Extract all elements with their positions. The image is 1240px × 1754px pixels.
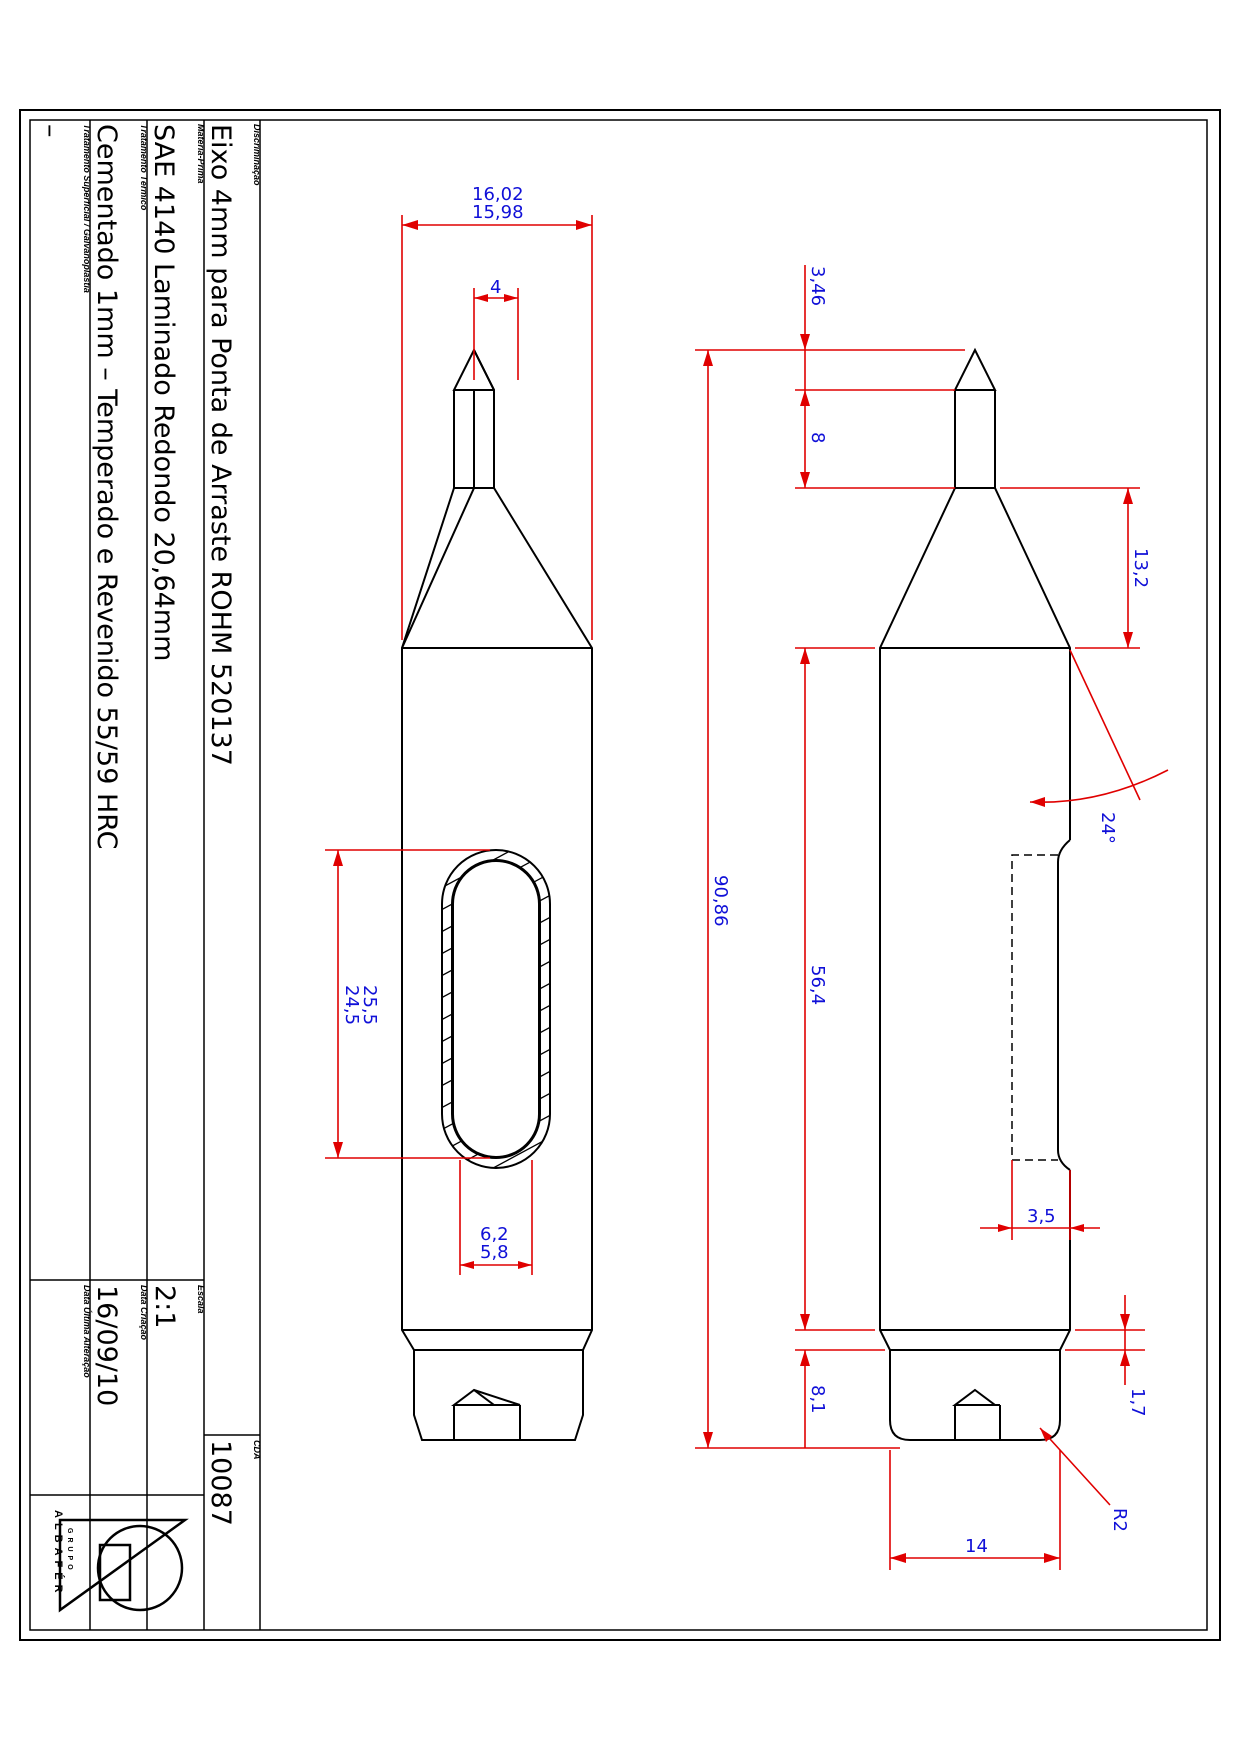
dim-total-len: 90,86 — [710, 875, 731, 927]
dim-slot-len-max: 25,5 — [359, 985, 380, 1025]
materia-prima-text: SAE 4140 Laminado Redondo 20,64mm — [148, 124, 179, 661]
albafer-logo: GRUPO ALBAFÉR — [52, 1510, 189, 1613]
label-data-criacao: Data Criação — [139, 1285, 149, 1341]
part-side-view — [879, 347, 1071, 1441]
tratamento-termico-text: Cementado 1mm – Temperado e Revenido 55/… — [91, 124, 122, 850]
dim-tip-cone: 3,46 — [807, 266, 828, 306]
dim-flat-depth: 3,5 — [1027, 1206, 1056, 1227]
dim-body-len: 56,4 — [807, 965, 828, 1005]
inner-border — [29, 119, 1208, 1631]
escala-text: 2:1 — [149, 1285, 180, 1328]
hatch-line — [442, 850, 550, 851]
outer-border — [19, 109, 1221, 1641]
part-top-view — [401, 347, 593, 1441]
logo-text: ALBAFÉR — [52, 1510, 65, 1598]
descricao-text: Eixo 4mm para Ponta de Arraste ROHM 5201… — [205, 124, 236, 766]
dim-slot-w-max: 6,2 — [480, 1224, 509, 1245]
dim-slot-len-min: 24,5 — [341, 985, 362, 1025]
dim-tip-len: 8 — [807, 432, 828, 443]
tratamento-superficial-text: – — [35, 124, 66, 138]
cda-text: 10087 — [205, 1440, 236, 1526]
dim-slot-w-min: 5,8 — [480, 1242, 509, 1263]
slot-hatching — [442, 850, 550, 1168]
dim-angle: 24° — [1097, 812, 1118, 844]
slot-inner — [452, 860, 540, 1158]
dimensions-right: 90,86 3,46 8 13,2 56,4 8,1 — [695, 265, 1169, 1570]
logo-group-text: GRUPO — [66, 1528, 73, 1574]
dim-width-min: 15,98 — [472, 202, 524, 223]
data-criacao-text: 16/09/10 — [91, 1285, 122, 1406]
hatch-line — [442, 850, 550, 895]
dimensions-left: 16,02 15,98 4 25,5 24,5 6,2 5,8 — [325, 184, 593, 1275]
label-cda: CDA — [252, 1440, 262, 1460]
label-tratamento-termico: Tratamento Térmico — [139, 124, 149, 211]
dim-end-width: 14 — [965, 1536, 988, 1557]
label-data-ultima-alteracao: Data Última Alteração — [82, 1285, 93, 1378]
label-escala: Escala — [196, 1285, 206, 1314]
dim-cone-len: 13,2 — [1130, 548, 1151, 588]
label-tratamento-superficial: Tratamento Superficial / Galvanoplastia — [82, 124, 92, 293]
dim-width-max: 16,02 — [472, 184, 524, 205]
dim-radius: R2 — [1109, 1508, 1130, 1532]
dim-end-len: 8,1 — [807, 1385, 828, 1414]
label-descricao: Discriminação — [252, 124, 262, 186]
title-block: Discriminação Eixo 4mm para Ponta de Arr… — [30, 120, 262, 1630]
hatch-line — [442, 1131, 550, 1168]
hatch-line — [442, 1153, 550, 1168]
label-materia-prima: Matéria-Prima — [196, 124, 206, 184]
dim-chamfer: 1,7 — [1127, 1388, 1148, 1417]
dim-tip-width: 4 — [490, 277, 501, 298]
